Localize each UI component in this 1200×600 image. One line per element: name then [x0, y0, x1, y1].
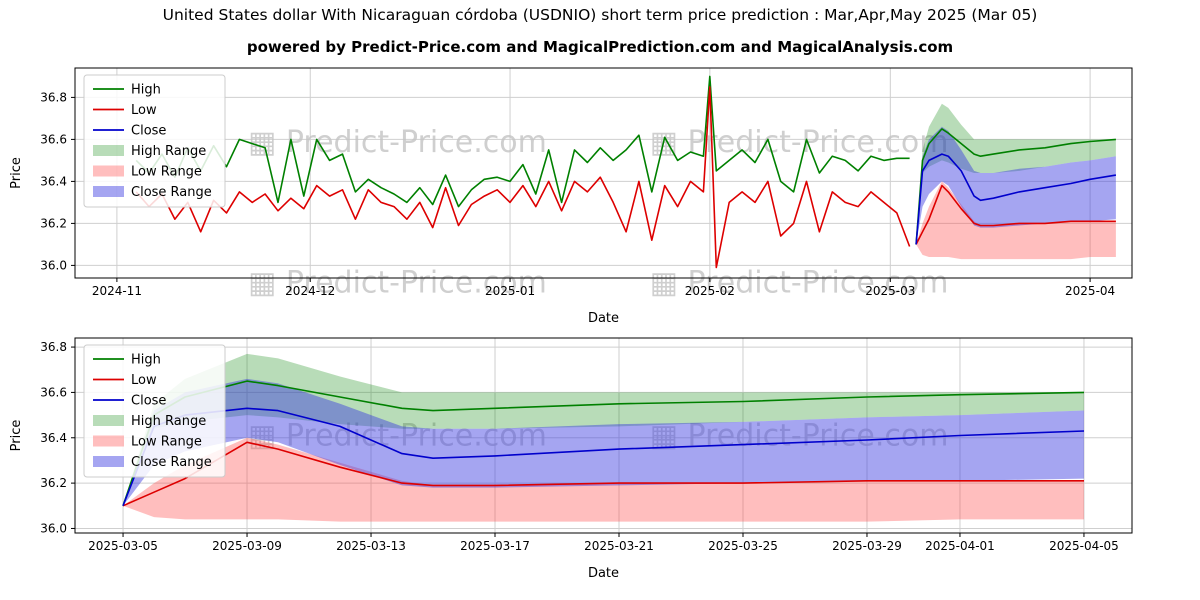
svg-text:▦ Predict-Price.com: ▦ Predict-Price.com [248, 418, 547, 453]
svg-text:2025-03: 2025-03 [865, 284, 915, 298]
svg-text:36.0: 36.0 [40, 521, 67, 535]
legend-label: Close Range [131, 185, 212, 200]
svg-text:2025-03-25: 2025-03-25 [708, 539, 778, 553]
svg-text:2025-03-13: 2025-03-13 [336, 539, 406, 553]
legend-label: High [131, 83, 161, 98]
svg-text:2025-03-29: 2025-03-29 [832, 539, 902, 553]
svg-text:▦ Predict-Price.com: ▦ Predict-Price.com [248, 125, 547, 160]
band_low-area [916, 181, 1116, 260]
page-title: United States dollar With Nicaraguan cór… [162, 6, 1038, 24]
legend-swatch-high-range [93, 415, 124, 426]
prediction-chart-group: ▦ Predict-Price.com ▦ Predict-Price.com 20… [9, 337, 1133, 581]
overview-chart: ▦ Predict-Price.com ▦ Predict-Price.com ▦ … [9, 67, 1133, 326]
legend-label: High [131, 353, 161, 368]
svg-text:2025-03-09: 2025-03-09 [212, 539, 282, 553]
legend: High Low Close High Range Low Range Close Ran… [83, 344, 226, 478]
svg-text:36.6: 36.6 [40, 132, 67, 146]
svg-text:2025-03-05: 2025-03-05 [88, 539, 158, 553]
svg-text:2025-03-17: 2025-03-17 [460, 539, 530, 553]
y-tick-labels: 36.0 36.2 36.4 36.6 36.8 [40, 340, 75, 535]
svg-text:36.0: 36.0 [40, 258, 67, 272]
svg-text:36.6: 36.6 [40, 385, 67, 399]
svg-text:36.4: 36.4 [40, 431, 67, 445]
watermark: ▦ Predict-Price.com ▦ Predict-Price.com [248, 418, 948, 453]
legend-swatch-low-range [93, 165, 124, 177]
prediction-chart: ▦ Predict-Price.com ▦ Predict-Price.com 20… [9, 337, 1133, 581]
y-axis-label: Price [9, 157, 24, 189]
x-tick-labels: 2025-03-05 2025-03-09 2025-03-13 2025-03-17… [88, 533, 1119, 553]
svg-text:36.8: 36.8 [40, 90, 67, 104]
legend-swatch-close-range [93, 186, 124, 197]
x-axis-label: Date [588, 311, 619, 326]
svg-text:2025-01: 2025-01 [485, 284, 535, 298]
svg-text:36.4: 36.4 [40, 174, 67, 188]
legend: High Low Close High Range Low Range Close Ran… [83, 74, 226, 208]
overview-chart-group: ▦ Predict-Price.com ▦ Predict-Price.com ▦ … [9, 67, 1133, 326]
legend-label: High Range [131, 414, 206, 429]
band_low-area [123, 437, 1084, 522]
legend-label: Low Range [131, 435, 202, 450]
x-tick-labels: 2024-11 2024-12 2025-01 2025-02 2025-03 2025-… [92, 278, 1115, 298]
page-subtitle: powered by Predict-Price.com and Magical… [246, 38, 954, 56]
legend-label: High Range [131, 144, 206, 159]
svg-text:2024-12: 2024-12 [285, 284, 335, 298]
svg-text:▦ Predict-Price.com: ▦ Predict-Price.com [650, 266, 949, 301]
pred_low-line [915, 184, 1116, 245]
legend-swatch-high-range [93, 145, 124, 156]
svg-text:2025-02: 2025-02 [685, 284, 735, 298]
svg-text:▦ Predict-Price.com: ▦ Predict-Price.com [650, 125, 949, 160]
pred_close-line [915, 153, 1117, 245]
svg-text:2025-04: 2025-04 [1065, 284, 1115, 298]
hist_low-line [135, 86, 911, 269]
svg-text:2025-04-01: 2025-04-01 [925, 539, 995, 553]
grid-lines [75, 338, 1132, 533]
legend-swatch-close-range [93, 456, 124, 467]
svg-text:2025-03-21: 2025-03-21 [584, 539, 654, 553]
svg-text:36.2: 36.2 [40, 476, 67, 490]
svg-text:2024-11: 2024-11 [92, 284, 142, 298]
band_high-area [916, 103, 1116, 245]
x-axis-label: Date [588, 566, 619, 581]
svg-text:▦ Predict-Price.com: ▦ Predict-Price.com [650, 418, 949, 453]
plot-border [74, 67, 1133, 279]
legend-label: Low Range [131, 165, 202, 180]
legend-label: Close [131, 124, 166, 139]
band_close-area [916, 126, 1116, 245]
plot-border [74, 337, 1133, 534]
band_close-area [123, 378, 1084, 506]
y-tick-labels: 36.0 36.2 36.4 36.6 36.8 [40, 90, 75, 272]
legend-label: Close [131, 394, 166, 409]
svg-text:36.2: 36.2 [40, 216, 67, 230]
pred_high-line [915, 128, 1116, 245]
legend-swatch-low-range [93, 435, 124, 447]
svg-text:2025-04-05: 2025-04-05 [1049, 539, 1119, 553]
hist_high-line [135, 75, 910, 208]
legend-label: Low [131, 103, 157, 118]
band_high-area [123, 353, 1084, 506]
legend-label: Close Range [131, 455, 212, 470]
legend-label: Low [131, 373, 157, 388]
svg-text:▦ Predict-Price.com: ▦ Predict-Price.com [248, 266, 547, 301]
y-axis-label: Price [9, 420, 24, 452]
watermark: ▦ Predict-Price.com ▦ Predict-Price.com ▦ … [248, 125, 948, 301]
svg-text:36.8: 36.8 [40, 340, 67, 354]
